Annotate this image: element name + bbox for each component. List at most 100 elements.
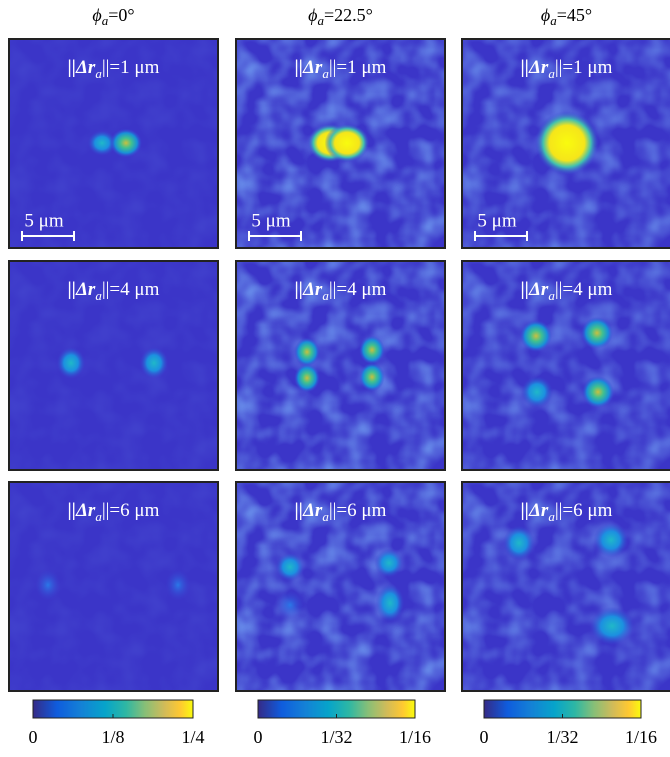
- label-pre: ||Δr: [521, 500, 549, 521]
- label-pre: ||Δr: [295, 57, 323, 78]
- intensity-spot: [359, 362, 385, 392]
- label-sub: a: [95, 288, 102, 303]
- panels: ϕa=0°||Δra||=1 μm5 μm||Δra||=4 μm||Δra||…: [8, 5, 670, 747]
- intensity-spot: [275, 590, 305, 620]
- intensity-spot: [165, 569, 191, 601]
- heatmap-panel: ||Δra||=1 μm 5 μm: [461, 38, 670, 249]
- header-symbol: ϕ: [541, 5, 550, 25]
- heatmap-panel: ||Δra||=4 μm: [8, 260, 219, 471]
- scale-bar: [248, 231, 302, 241]
- panel-label: ||Δra||=4 μm: [68, 279, 160, 303]
- heatmap-panel: ||Δra||=4 μm: [461, 260, 670, 471]
- header-symbol: ϕ: [92, 5, 101, 25]
- label-pre: ||Δr: [68, 57, 96, 78]
- colorbar-tick-label: 1/8: [101, 727, 124, 747]
- scale-bar-label: 5 μm: [477, 210, 516, 231]
- intensity-spot: [374, 548, 404, 578]
- colorbar-tick-label: 0: [254, 727, 263, 747]
- panel-label: ||Δra||=1 μm: [521, 57, 613, 81]
- label-pre: ||Δr: [68, 279, 96, 300]
- column-header: ϕa=0°: [92, 5, 134, 28]
- intensity-spot: [589, 606, 635, 646]
- intensity-spot: [56, 347, 86, 379]
- header-sub: a: [102, 13, 109, 28]
- colorbar-tick-label: 1/16: [625, 727, 657, 747]
- colorbar-tick-label: 1/32: [320, 727, 352, 747]
- label-sub: a: [322, 288, 329, 303]
- heatmap-panel: ||Δra||=6 μm: [461, 481, 670, 692]
- panel-label: ||Δra||=4 μm: [521, 279, 613, 303]
- intensity-spot: [359, 335, 385, 365]
- panel-border: [8, 260, 219, 471]
- label-pre: ||Δr: [521, 57, 549, 78]
- heatmap-panel: ||Δra||=6 μm: [235, 481, 446, 692]
- header-sub: a: [317, 13, 324, 28]
- panel-label: ||Δra||=6 μm: [68, 500, 160, 524]
- scale-bar: [21, 231, 75, 241]
- panel-border: [235, 38, 446, 249]
- label-sub: a: [322, 509, 329, 524]
- heatmap-panel: ||Δra||=1 μm 5 μm: [235, 38, 446, 249]
- intensity-spot: [535, 111, 599, 175]
- label-pre: ||Δr: [68, 500, 96, 521]
- colorbar-tick-label: 1/4: [181, 727, 204, 747]
- label-sub: a: [548, 288, 555, 303]
- colorbar-tick-label: 1/16: [399, 727, 431, 747]
- intensity-spot: [324, 123, 370, 163]
- scale-bar: [474, 231, 528, 241]
- intensity-spot: [139, 347, 169, 379]
- intensity-spot: [593, 522, 629, 558]
- colorbar-tick-label: 1/32: [546, 727, 578, 747]
- label-pre: ||Δr: [521, 279, 549, 300]
- intensity-spot: [110, 128, 142, 158]
- label-post: ||=6 μm: [555, 500, 613, 521]
- heatmap-panel: ||Δra||=4 μm: [235, 260, 446, 471]
- label-post: ||=6 μm: [102, 500, 160, 521]
- noise-texture: [235, 260, 446, 471]
- label-post: ||=1 μm: [102, 57, 160, 78]
- panel-label: ||Δra||=6 μm: [521, 500, 613, 524]
- label-sub: a: [95, 509, 102, 524]
- label-post: ||=6 μm: [329, 500, 387, 521]
- scale-bar-label: 5 μm: [24, 210, 63, 231]
- label-pre: ||Δr: [295, 279, 323, 300]
- intensity-spot: [87, 130, 117, 156]
- noise-texture: [235, 481, 446, 692]
- column-header: ϕa=22.5°: [308, 5, 373, 28]
- header-rest: =45°: [557, 5, 592, 25]
- panel-border: [461, 481, 670, 692]
- header-symbol: ϕ: [308, 5, 317, 25]
- panel-border: [235, 260, 446, 471]
- intensity-spot: [581, 317, 613, 349]
- scale-bar-label: 5 μm: [251, 210, 290, 231]
- label-sub: a: [95, 66, 102, 81]
- label-post: ||=4 μm: [102, 279, 160, 300]
- label-sub: a: [322, 66, 329, 81]
- panel-border: [8, 38, 219, 249]
- intensity-spot: [35, 569, 61, 601]
- intensity-spot: [521, 376, 553, 408]
- panel-label: ||Δra||=1 μm: [295, 57, 387, 81]
- panel-border: [235, 481, 446, 692]
- panel-label: ||Δra||=6 μm: [295, 500, 387, 524]
- label-pre: ||Δr: [295, 500, 323, 521]
- noise-texture: [461, 481, 670, 692]
- label-sub: a: [548, 66, 555, 81]
- label-post: ||=4 μm: [329, 279, 387, 300]
- heatmap-panel: ||Δra||=6 μm: [8, 481, 219, 692]
- column-header: ϕa=45°: [541, 5, 592, 28]
- heatmap-panel: ||Δra||=1 μm 5 μm: [8, 38, 219, 249]
- header-sub: a: [550, 13, 557, 28]
- intensity-spot: [294, 337, 320, 367]
- noise-texture: [8, 260, 219, 471]
- label-post: ||=1 μm: [555, 57, 613, 78]
- header-rest: =0°: [108, 5, 134, 25]
- panel-label: ||Δra||=4 μm: [295, 279, 387, 303]
- label-post: ||=4 μm: [555, 279, 613, 300]
- intensity-spot: [582, 376, 614, 408]
- noise-texture: [461, 260, 670, 471]
- intensity-spot: [503, 525, 535, 561]
- label-sub: a: [548, 509, 555, 524]
- intensity-spot: [275, 552, 305, 582]
